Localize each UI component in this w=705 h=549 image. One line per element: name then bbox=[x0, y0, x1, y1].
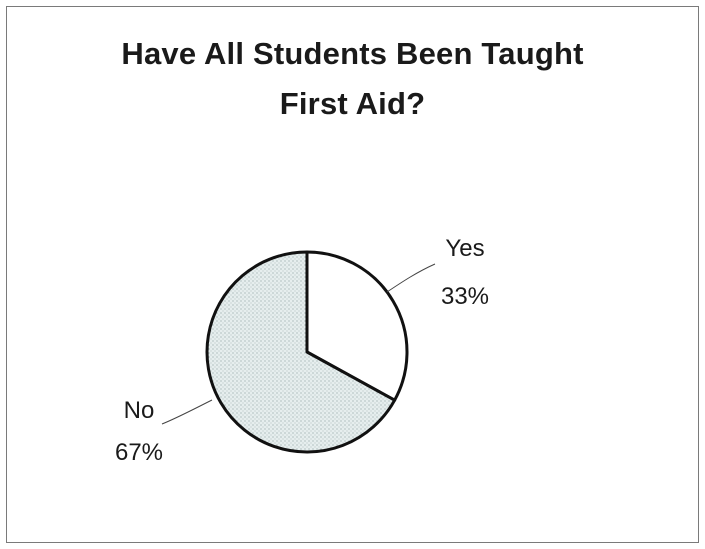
pie-slices bbox=[205, 250, 409, 454]
slice-labels: Yes 33% No 67% bbox=[115, 235, 489, 466]
pie-slice-yes bbox=[305, 250, 409, 402]
leader-line-yes bbox=[386, 263, 436, 293]
label-leader-lines bbox=[161, 263, 436, 425]
slice-value-yes: 33% bbox=[441, 283, 489, 310]
pie-slice-no bbox=[205, 250, 397, 454]
slice-value-no: 67% bbox=[115, 439, 163, 466]
slice-label-yes: Yes bbox=[445, 235, 484, 262]
chart-title-line-2: First Aid? bbox=[279, 86, 426, 121]
slice-label-no: No bbox=[124, 397, 155, 424]
chart-title-line-1: Have All Students Been Taught bbox=[121, 36, 584, 71]
leader-line-no bbox=[161, 399, 213, 425]
